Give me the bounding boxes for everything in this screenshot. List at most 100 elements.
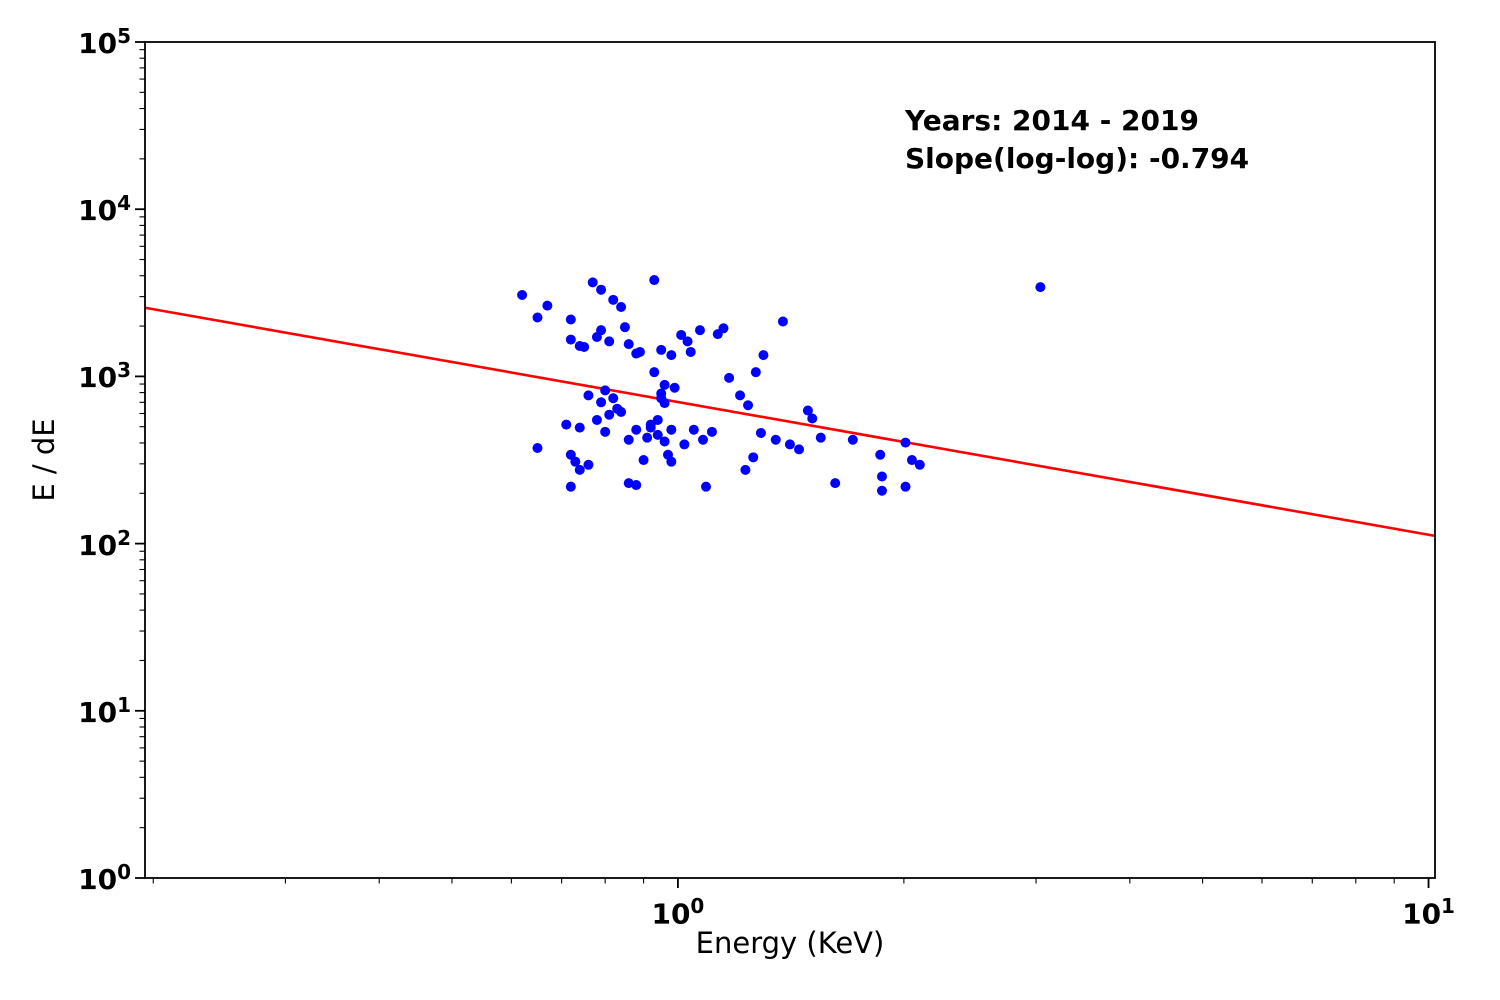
scatter-point: [583, 459, 594, 470]
x-axis-label: Energy (KeV): [695, 926, 885, 960]
scatter-point: [542, 300, 553, 311]
scatter-point: [649, 275, 660, 286]
scatter-point: [701, 481, 712, 492]
scatter-point: [698, 434, 709, 445]
y-tick-label: 105: [78, 23, 131, 61]
scatter-point: [656, 388, 667, 399]
scatter-point: [642, 432, 653, 443]
scatter-point: [724, 372, 735, 383]
scatter-point: [669, 382, 680, 393]
fit-line: [144, 306, 1436, 538]
scatter-point: [591, 332, 602, 343]
scatter-point: [1035, 282, 1046, 293]
scatter-point: [802, 405, 813, 416]
scatter-point: [740, 464, 751, 475]
scatter-point: [900, 437, 911, 448]
scatter-point: [694, 325, 705, 336]
scatter-point: [565, 314, 576, 325]
scatter-point: [596, 284, 607, 295]
scatter-point: [600, 385, 611, 396]
scatter-point: [750, 367, 761, 378]
scatter-point: [623, 478, 634, 489]
scatter-point: [659, 398, 670, 409]
scatter-point: [604, 409, 615, 420]
scatter-point: [652, 429, 663, 440]
scatter-point: [574, 422, 585, 433]
scatter-point: [561, 419, 572, 430]
scatter-point: [591, 414, 602, 425]
scatter-point: [574, 464, 585, 475]
scatter-point: [666, 424, 677, 435]
scatter-point: [679, 439, 690, 450]
scatter-point: [784, 439, 795, 450]
scatter-point: [616, 302, 627, 313]
scatter-point: [659, 436, 670, 447]
scatter-point: [570, 456, 581, 467]
scatter-point: [596, 397, 607, 408]
annotation-years: Years: 2014 - 2019: [905, 104, 1199, 137]
scatter-point: [608, 294, 619, 305]
scatter-point: [758, 350, 769, 361]
y-tick-label: 104: [78, 191, 131, 228]
scatter-point: [604, 336, 615, 347]
scatter-point: [631, 480, 642, 491]
scatter-point: [608, 393, 619, 404]
scatter-point: [634, 346, 645, 357]
scatter-point: [666, 350, 677, 361]
scatter-point: [631, 424, 642, 435]
annotation: Years: 2014 - 2019 Slope(log-log): -0.79…: [905, 102, 1249, 178]
y-tick-label: 101: [78, 692, 131, 729]
scatter-point: [532, 443, 543, 454]
scatter-point: [652, 414, 663, 425]
scatter-point: [676, 329, 687, 340]
scatter-point: [587, 277, 598, 288]
scatter-point: [830, 478, 841, 489]
scatter-point: [565, 481, 576, 492]
scatter-point: [743, 400, 754, 411]
scatter-point: [794, 444, 805, 455]
scatter-point: [735, 390, 746, 401]
y-axis-label: E / dE: [27, 418, 61, 502]
scatter-point: [900, 481, 911, 492]
annotation-slope: Slope(log-log): -0.794: [905, 141, 1250, 175]
scatter-point: [666, 456, 677, 467]
scatter-point: [583, 390, 594, 401]
plot-border: [144, 41, 1436, 879]
scatter-point: [565, 334, 576, 345]
x-tick-label: 100: [651, 894, 705, 931]
scatter-point: [847, 434, 858, 445]
x-tick-label: 101: [1402, 894, 1455, 931]
scatter-point: [875, 449, 886, 460]
scatter-point: [807, 413, 818, 424]
scatter-point: [659, 379, 670, 390]
scatter-point: [638, 455, 649, 466]
scatter-point: [649, 367, 660, 378]
scatter-point: [619, 322, 630, 333]
scatter-point: [623, 434, 634, 445]
scatter-point: [914, 459, 925, 470]
scatter-point: [755, 427, 766, 438]
scatter-point: [612, 403, 623, 414]
y-tick-label: 102: [78, 525, 131, 562]
scatter-point: [656, 344, 667, 355]
scatter-point: [532, 312, 543, 323]
y-tick-label: 100: [78, 859, 131, 897]
scatter-point: [777, 316, 788, 327]
scatter-point: [600, 426, 611, 437]
scatter-point: [876, 471, 887, 482]
scatter-point: [517, 289, 528, 300]
scatter-point: [718, 323, 729, 334]
scatter-point: [623, 339, 634, 350]
scatter-point: [906, 455, 917, 466]
scatter-point: [682, 336, 693, 347]
y-tick-label: 103: [78, 358, 131, 395]
scatter-point: [748, 452, 759, 463]
scatter-point: [770, 434, 781, 445]
scatter-point: [579, 341, 590, 352]
scatter-point: [815, 432, 826, 443]
scatter-point: [876, 485, 887, 496]
scatter-point: [706, 426, 717, 437]
scatter-point: [685, 346, 696, 357]
